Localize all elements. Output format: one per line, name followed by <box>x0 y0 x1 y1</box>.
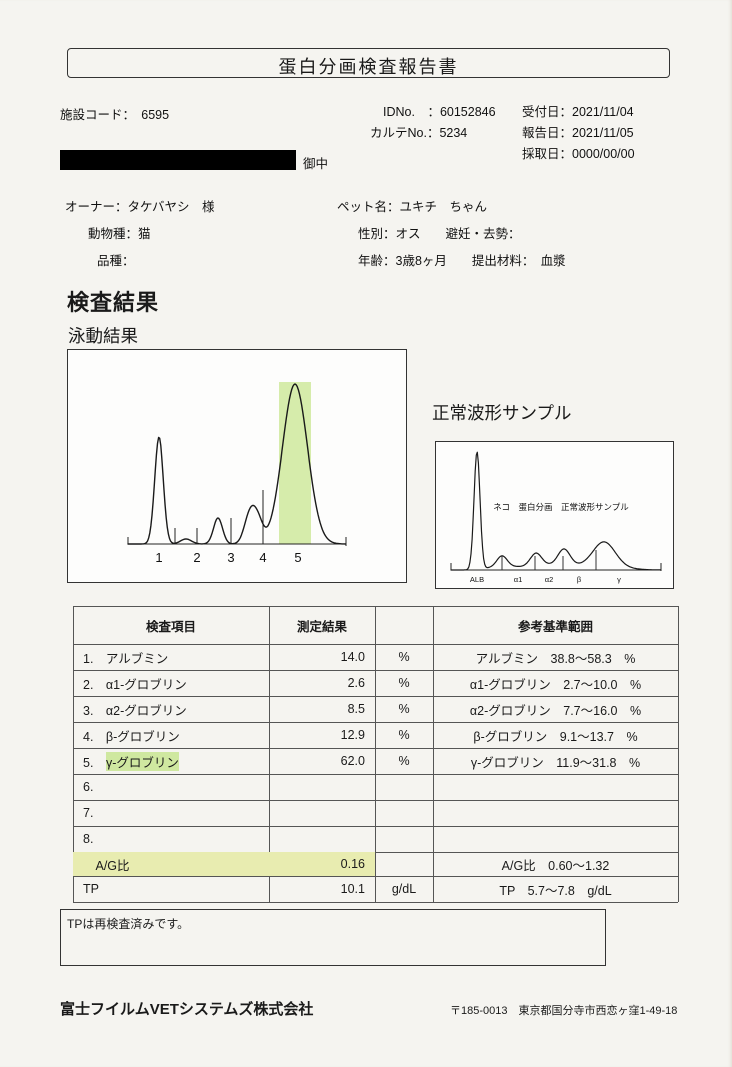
svg-text:β: β <box>577 575 582 584</box>
svg-text:2: 2 <box>193 550 200 565</box>
svg-text:α1: α1 <box>514 575 523 584</box>
svg-text:ALB: ALB <box>470 575 484 584</box>
svg-text:γ: γ <box>617 575 621 584</box>
svg-text:3: 3 <box>227 550 234 565</box>
svg-text:4: 4 <box>259 550 266 565</box>
svg-text:5: 5 <box>294 550 301 565</box>
svg-text:α2: α2 <box>545 575 554 584</box>
svg-text:ネコ 蛋白分画 正常波形サンプル: ネコ 蛋白分画 正常波形サンプル <box>493 502 629 512</box>
svg-text:1: 1 <box>155 550 162 565</box>
